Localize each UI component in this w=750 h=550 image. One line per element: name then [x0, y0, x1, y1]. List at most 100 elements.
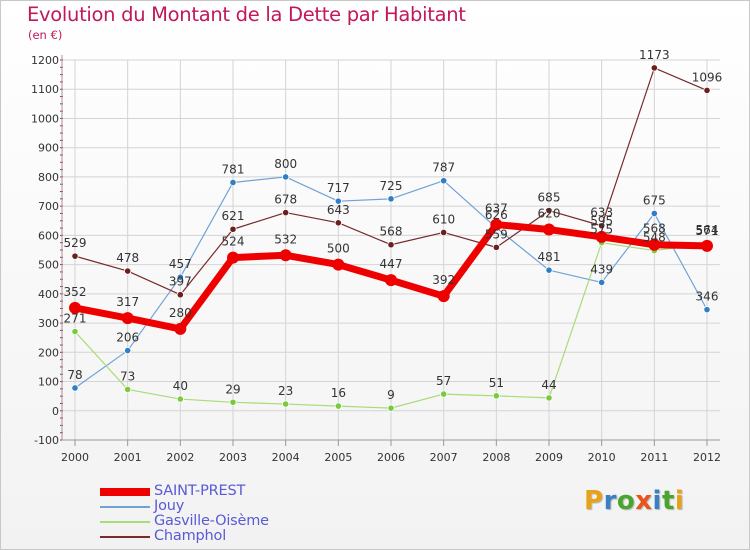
data-point	[279, 249, 292, 262]
logo-letter: i	[652, 486, 662, 516]
data-point	[124, 385, 132, 394]
data-label: 392	[432, 273, 455, 287]
data-label: 675	[643, 193, 666, 207]
data-point	[174, 322, 187, 335]
legend-label: Jouy	[154, 498, 185, 514]
data-point	[440, 177, 448, 185]
data-label: 317	[116, 295, 139, 309]
data-label: 44	[541, 378, 556, 392]
data-point	[440, 390, 448, 398]
data-label: 559	[485, 227, 508, 241]
x-tick-label: 2008	[482, 451, 510, 464]
data-label: 800	[274, 157, 297, 171]
data-point	[227, 251, 239, 264]
data-label: 678	[274, 193, 297, 207]
x-tick-label: 2003	[219, 451, 247, 464]
data-label: 575	[590, 223, 613, 237]
chart-title: Evolution du Montant de la Dette par Hab…	[27, 3, 466, 26]
data-point	[176, 273, 184, 281]
data-point	[282, 173, 290, 181]
data-label: 51	[489, 376, 504, 390]
data-point	[334, 219, 342, 227]
data-label: 621	[222, 209, 245, 223]
data-label: 397	[169, 275, 192, 289]
data-label: 9	[387, 388, 395, 402]
data-point	[124, 267, 132, 275]
data-point	[387, 404, 395, 412]
legend-swatch	[100, 536, 150, 538]
data-point	[387, 241, 395, 249]
logo-letter: t	[661, 486, 675, 516]
y-tick-label: 0	[52, 405, 59, 418]
data-label: 610	[432, 212, 455, 226]
legend-label: SAINT-PREST	[154, 483, 246, 499]
x-tick-label: 2009	[535, 451, 563, 464]
data-point	[492, 243, 500, 251]
data-point	[598, 222, 606, 230]
data-point	[229, 178, 237, 187]
data-point	[545, 206, 553, 215]
data-label: 346	[696, 290, 719, 304]
data-label: 16	[331, 386, 346, 400]
data-label: 548	[643, 231, 666, 245]
data-point	[545, 394, 553, 402]
data-point	[703, 86, 711, 95]
data-label: 280	[169, 306, 192, 320]
data-label: 1173	[639, 48, 670, 62]
data-label: 23	[278, 384, 293, 398]
data-label: 57	[436, 374, 451, 388]
proxiti-logo: Proxiti	[584, 486, 684, 516]
data-label: 78	[67, 368, 82, 382]
logo-letter: r	[603, 486, 617, 516]
data-point	[543, 223, 555, 236]
data-label: 457	[169, 257, 192, 271]
data-label: 787	[432, 161, 455, 175]
y-tick-label: 1100	[31, 83, 59, 96]
x-tick-label: 2002	[166, 451, 194, 464]
x-tick-label: 2007	[430, 451, 458, 464]
data-point	[334, 402, 342, 410]
data-label: 620	[538, 207, 561, 221]
x-tick-label: 2004	[272, 451, 300, 464]
legend-swatch	[100, 506, 150, 508]
logo-letter: P	[584, 486, 604, 516]
x-tick-label: 2001	[114, 451, 142, 464]
data-point	[71, 327, 79, 336]
y-tick-label: 400	[38, 288, 59, 301]
data-point	[124, 346, 132, 355]
data-point	[650, 209, 658, 218]
y-tick-label: 1000	[31, 112, 59, 125]
data-label: 1096	[692, 70, 723, 84]
data-label: 524	[222, 235, 245, 249]
data-label: 29	[225, 382, 240, 396]
y-tick-label: 700	[38, 200, 59, 213]
data-point	[703, 306, 711, 314]
data-label: 571	[696, 224, 719, 238]
data-point	[229, 398, 237, 406]
legend-label: Champhol	[154, 528, 227, 544]
data-point	[176, 291, 184, 299]
logo-letter: i	[674, 486, 685, 516]
y-tick-label: -100	[34, 434, 59, 447]
data-point	[229, 225, 237, 233]
data-point	[387, 195, 395, 203]
y-tick-label: 200	[38, 346, 59, 359]
x-tick-label: 2005	[324, 451, 352, 464]
data-label: 685	[538, 191, 561, 205]
data-label: 626	[485, 208, 508, 222]
data-point	[650, 64, 658, 72]
data-point	[176, 395, 184, 403]
data-label: 478	[116, 251, 139, 265]
x-tick-label: 2012	[693, 451, 721, 464]
data-point	[69, 301, 81, 314]
data-point	[492, 392, 500, 400]
x-tick-label: 2010	[588, 451, 616, 464]
data-point	[71, 252, 79, 260]
logo-letter: x	[635, 486, 653, 516]
data-point	[334, 197, 342, 205]
data-label: 481	[538, 250, 561, 264]
y-tick-label: 900	[38, 142, 59, 155]
data-point	[545, 266, 553, 274]
data-point	[701, 239, 713, 252]
y-tick-label: 100	[38, 376, 59, 389]
